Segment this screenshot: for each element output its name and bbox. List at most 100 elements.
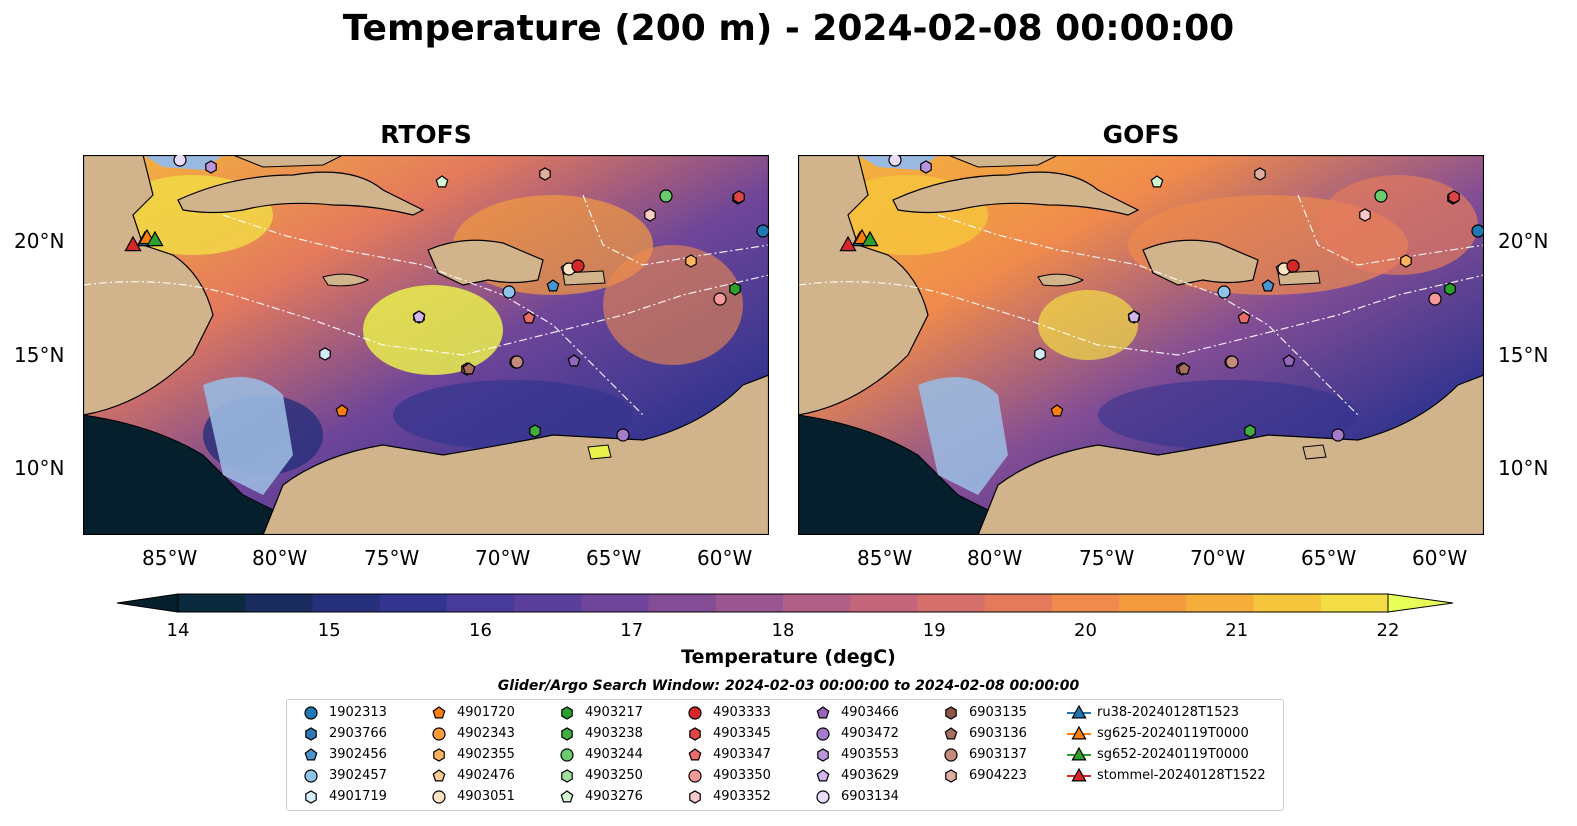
legend-marker-icon [561, 769, 573, 783]
legend-marker-icon [945, 706, 957, 720]
legend-label: 4903333 [713, 705, 771, 720]
legend-marker-icon [432, 706, 446, 719]
legend-label: 4902355 [457, 747, 515, 762]
legend-symbol [689, 790, 701, 804]
glider-marker-stommel-20240128T1522 [124, 235, 142, 252]
colorbar-segment [1186, 594, 1255, 612]
colorbar-segment [1119, 594, 1187, 612]
lon-label-75w: 75°W [364, 546, 420, 570]
legend-label: 6903137 [969, 747, 1027, 762]
legend-marker-icon [304, 769, 318, 783]
legend-marker-icon [816, 706, 830, 719]
colorbar-label: Temperature (degC) [681, 646, 896, 668]
colorbar-tick-label: 22 [1376, 620, 1400, 641]
lat-label-20n-right: 20°N [1498, 229, 1549, 253]
lon-label-65w: 65°W [586, 546, 642, 570]
colorbar-tick-label: 17 [620, 620, 644, 641]
float-marker-4903553 [920, 160, 932, 174]
legend-label: 4901720 [457, 705, 515, 720]
legend-marker-icon [561, 727, 573, 741]
legend-label: 6903135 [969, 705, 1027, 720]
land-cuba [177, 171, 425, 216]
search-window-text: Glider/Argo Search Window: 2024-02-03 00… [497, 678, 1080, 694]
lon-label-65w-gofs: 65°W [1301, 546, 1357, 570]
legend-label: 4903629 [841, 768, 899, 783]
lon-label-70w-gofs: 70°W [1190, 546, 1246, 570]
colorbar-segment [715, 594, 784, 612]
colorbar-tick-label: 21 [1225, 620, 1249, 641]
lon-label-70w: 70°W [475, 546, 531, 570]
legend-marker-icon [688, 706, 702, 720]
colorbar-segment [917, 594, 986, 612]
legend-label: 4903276 [585, 789, 643, 804]
float-markers-gofs [839, 155, 1484, 442]
legend-triangle [1071, 705, 1087, 719]
lat-label-10n-left: 10°N [14, 456, 65, 480]
legend-label: 4903352 [713, 789, 771, 804]
float-marker-3902456 [546, 279, 560, 292]
colorbar-segment [446, 594, 515, 612]
legend-marker-icon [432, 790, 446, 804]
float-marker-4901720 [335, 404, 349, 417]
colorbar [116, 593, 1454, 613]
float-marker-3902456 [1261, 279, 1275, 292]
legend-label: 4903238 [585, 726, 643, 741]
colorbar-segment [245, 594, 313, 612]
float-marker-4902355 [685, 254, 697, 268]
float-marker-4903345 [733, 190, 745, 204]
float-marker-1902313 [1471, 224, 1484, 238]
float-marker-4903238 [529, 424, 541, 438]
legend-triangle [1071, 768, 1087, 782]
glider-marker-sg652-20240119T0000 [146, 230, 164, 247]
legend-marker-icon [561, 706, 573, 720]
colorbar-segment [514, 594, 582, 612]
float-marker-4903553 [205, 160, 217, 174]
legend-label: 4902476 [457, 768, 515, 783]
float-marker-4903244 [659, 189, 673, 203]
float-marker-3902457 [502, 285, 516, 299]
legend-label: 4903347 [713, 747, 771, 762]
legend-symbol [944, 748, 958, 762]
legend-label: 3902457 [329, 768, 387, 783]
legend-symbol [305, 727, 317, 741]
colorbar-tick-label: 19 [922, 620, 946, 641]
float-marker-6903136 [1177, 362, 1191, 375]
float-marker-6903134 [888, 155, 902, 167]
float-marker-4903217 [729, 282, 741, 296]
lon-label-80w-gofs: 80°W [967, 546, 1023, 570]
legend-label: 3902456 [329, 747, 387, 762]
float-marker-4903466 [1282, 354, 1296, 367]
legend-symbol [304, 769, 318, 783]
land-hispaniola [1142, 239, 1259, 286]
panel-title-gofs: GOFS [1102, 120, 1180, 149]
colorbar-segment [648, 594, 717, 612]
land-central-america [798, 155, 929, 416]
legend-symbol [688, 769, 702, 783]
legend-symbol [561, 727, 573, 741]
legend-symbol [816, 790, 830, 804]
legend-label: 4903553 [841, 747, 899, 762]
legend-symbol [432, 727, 446, 741]
legend-marker-icon [1067, 726, 1091, 740]
lon-label-60w: 60°W [697, 546, 753, 570]
legend-label: 1902313 [329, 705, 387, 720]
colorbar-tick-label: 20 [1074, 620, 1097, 641]
legend: 1902313 2903766 3902456 3902457 4901719 49017… [286, 699, 1284, 811]
colorbar-tick-label: 14 [166, 620, 190, 641]
legend-label: 4903345 [713, 726, 771, 741]
float-marker-4903629 [1127, 310, 1141, 323]
glider-marker-stommel-20240128T1522 [839, 235, 857, 252]
legend-symbol [688, 748, 702, 761]
legend-symbol [561, 706, 573, 720]
legend-label: 4901719 [329, 789, 387, 804]
lat-label-20n-left: 20°N [14, 229, 65, 253]
legend-marker-icon [433, 748, 445, 762]
legend-marker-icon [1067, 705, 1091, 719]
legend-label: 4903051 [457, 789, 515, 804]
float-marker-4903472 [1331, 428, 1345, 442]
float-marker-3902457 [1217, 285, 1231, 299]
land-cuba [892, 171, 1140, 216]
colorbar-segment [984, 594, 1053, 612]
float-marker-4903217 [1444, 282, 1456, 296]
colorbar-segment [312, 594, 381, 612]
